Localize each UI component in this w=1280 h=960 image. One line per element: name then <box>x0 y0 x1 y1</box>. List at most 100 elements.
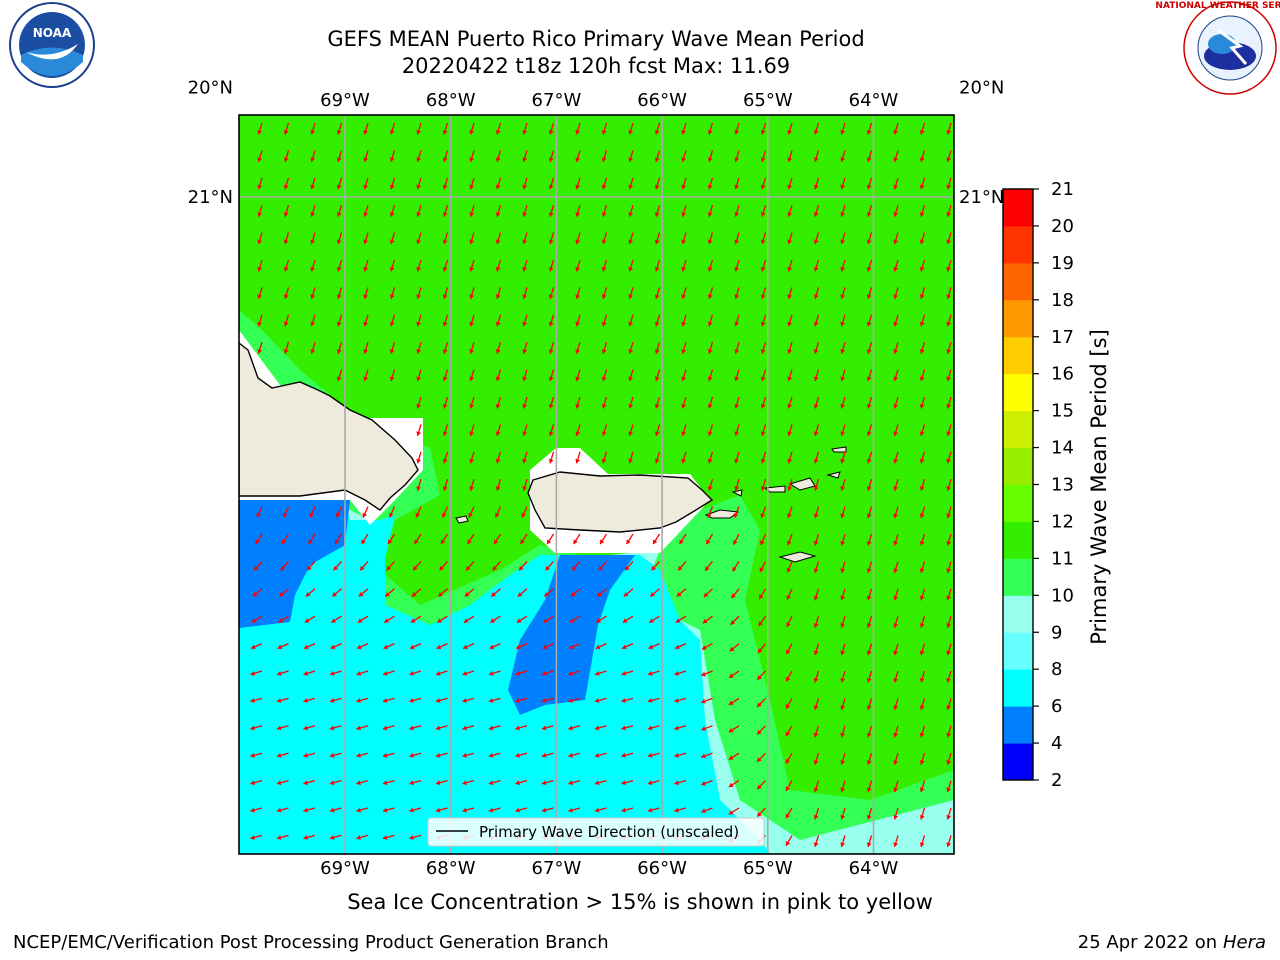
wave-arrow <box>919 424 926 437</box>
wave-arrow <box>675 615 687 624</box>
wave-arrow <box>893 259 899 272</box>
wave-arrow <box>919 150 926 163</box>
wave-arrow <box>336 314 343 327</box>
wave-arrow <box>628 232 634 245</box>
wave-arrow <box>946 287 952 300</box>
wave-arrow <box>250 670 263 676</box>
wave-arrow <box>840 506 846 519</box>
wave-arrow <box>310 177 316 190</box>
wave-arrow <box>520 533 528 545</box>
wave-arrow <box>541 779 554 786</box>
wave-arrow <box>356 697 369 703</box>
wave-arrow <box>707 479 714 491</box>
wave-arrow <box>362 506 369 518</box>
wave-arrow <box>647 779 660 786</box>
wave-arrow <box>412 560 422 571</box>
wave-arrow <box>707 205 714 217</box>
lon-label-top: 66°W <box>637 90 687 111</box>
wave-arrow <box>490 588 501 598</box>
wave-arrow <box>893 122 899 135</box>
wave-arrow <box>866 780 873 793</box>
wave-arrow <box>436 615 448 624</box>
wave-arrow <box>681 259 687 272</box>
wave-arrow <box>624 560 634 571</box>
wave-arrow <box>522 479 528 491</box>
wave-arrow <box>469 150 475 163</box>
wave-arrow <box>389 287 396 300</box>
map-frame <box>238 114 955 855</box>
wave-arrow <box>893 287 899 300</box>
lon-label-top: 69°W <box>320 90 370 111</box>
colorbar-tick-label: 20 <box>1051 216 1074 237</box>
wave-arrow <box>758 588 767 600</box>
wave-arrow <box>919 753 926 765</box>
wave-arrow <box>518 560 528 571</box>
wave-arrow <box>919 670 926 683</box>
wave-arrow <box>594 697 607 703</box>
colorbar-segment <box>1003 189 1033 227</box>
wave-arrow <box>356 834 369 840</box>
puerto-rico-land <box>527 471 714 533</box>
wave-arrow <box>409 697 422 703</box>
wave-arrow <box>277 615 289 624</box>
wave-arrow <box>707 177 714 190</box>
wave-arrow <box>654 259 661 272</box>
wave-arrow <box>760 314 767 327</box>
colorbar-segment <box>1003 299 1033 338</box>
wave-arrow <box>946 424 952 437</box>
wave-arrow <box>813 150 820 163</box>
wave-arrow <box>704 560 714 572</box>
wave-arrow <box>601 342 608 354</box>
wave-arrow <box>946 150 952 163</box>
wave-arrow <box>628 396 634 409</box>
wave-arrow <box>840 698 846 711</box>
wave-arrow <box>522 177 528 190</box>
noaa-logo-text: NOAA <box>33 26 72 40</box>
wave-arrow <box>416 205 422 217</box>
wave-arrow <box>304 615 316 624</box>
wave-arrow <box>946 177 952 190</box>
wave-arrow <box>384 588 395 598</box>
wave-arrow <box>462 643 475 650</box>
wave-arrow <box>628 205 634 217</box>
wave-arrow <box>568 697 581 703</box>
wave-arrow <box>382 807 395 813</box>
wave-arrow <box>728 670 740 679</box>
colorbar-tick-label: 16 <box>1051 364 1074 385</box>
wave-arrow <box>575 122 581 135</box>
wave-arrow <box>515 697 528 703</box>
wave-arrow <box>310 122 316 135</box>
wave-arrow <box>329 725 342 731</box>
wave-arrow <box>601 150 608 163</box>
wave-arrow <box>282 506 290 518</box>
wave-arrow <box>495 287 502 300</box>
colorbar-segment <box>1003 262 1033 301</box>
wave-arrow <box>866 725 873 738</box>
colorbar-tick-label: 10 <box>1051 585 1074 606</box>
colorbar-segment <box>1003 225 1033 264</box>
wave-arrow <box>756 780 766 790</box>
wave-arrow <box>283 314 290 327</box>
wave-arrow <box>866 561 873 574</box>
wave-arrow <box>946 451 952 464</box>
wave-arrow <box>568 807 581 813</box>
wave-arrow <box>813 533 820 546</box>
nws-logo-text: NATIONAL WEATHER SERVICE <box>1155 1 1280 11</box>
wave-arrow <box>707 342 714 354</box>
wave-arrow <box>946 725 952 738</box>
wave-arrow <box>946 314 952 327</box>
wave-arrow <box>522 287 528 300</box>
wave-arrow <box>488 697 501 703</box>
wave-arrow <box>440 533 449 545</box>
wave-arrow <box>331 588 342 598</box>
wave-arrow <box>330 643 342 650</box>
wave-arrow <box>866 287 873 300</box>
wave-arrow <box>257 259 263 272</box>
wave-arrow <box>435 779 448 786</box>
wave-arrow <box>257 205 263 217</box>
wave-arrow <box>469 479 475 491</box>
wave-arrow <box>919 259 926 272</box>
wave-arrow <box>813 122 820 135</box>
wave-arrow <box>681 369 687 382</box>
wave-arrow <box>621 697 634 703</box>
